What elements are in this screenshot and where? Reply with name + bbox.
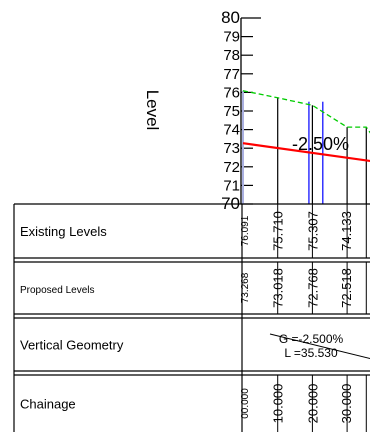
grade-label: -2.50% <box>292 134 349 154</box>
axis-tick-label: 72 <box>223 159 240 176</box>
profile-plot: -2.50% <box>242 90 370 204</box>
table-cell-value: 35.530 <box>368 390 370 418</box>
geometry-grade-line <box>269 333 370 360</box>
axis-tick-label: 71 <box>223 177 240 194</box>
axis-tick-label: 75 <box>223 103 240 120</box>
geometry-text: G =-2.500% <box>279 332 344 346</box>
axis-tick-label: 80 <box>221 8 240 27</box>
axis-tick-label: 78 <box>223 47 240 64</box>
table-row-label: Vertical Geometry <box>20 338 124 353</box>
table-cell-value: 74.134 <box>368 217 370 245</box>
axis-tick-label: 77 <box>223 66 240 83</box>
data-table: Existing Levels76.09175.71075.30774.1337… <box>13 203 370 432</box>
table-row-label: Chainage <box>20 397 76 412</box>
proposed-levels-line <box>242 142 370 163</box>
table-cell-value: 00.000 <box>240 388 251 419</box>
axis-title: Level <box>143 90 162 131</box>
existing-levels-line <box>242 90 370 134</box>
axis-tick-label: 76 <box>223 84 240 101</box>
axis-tick-label: 79 <box>223 29 240 46</box>
table-row-label: Proposed Levels <box>20 285 95 296</box>
table-cell-value: 73.268 <box>240 272 251 303</box>
table-row-label: Existing Levels <box>20 224 107 239</box>
axis-tick-label: 73 <box>223 140 240 157</box>
axis-tick-label: 74 <box>223 122 240 139</box>
geometry-text: L =35.530 <box>284 346 338 360</box>
table-cell-value: 72.380 <box>368 274 370 302</box>
table-cell-value: 76.091 <box>240 215 251 246</box>
